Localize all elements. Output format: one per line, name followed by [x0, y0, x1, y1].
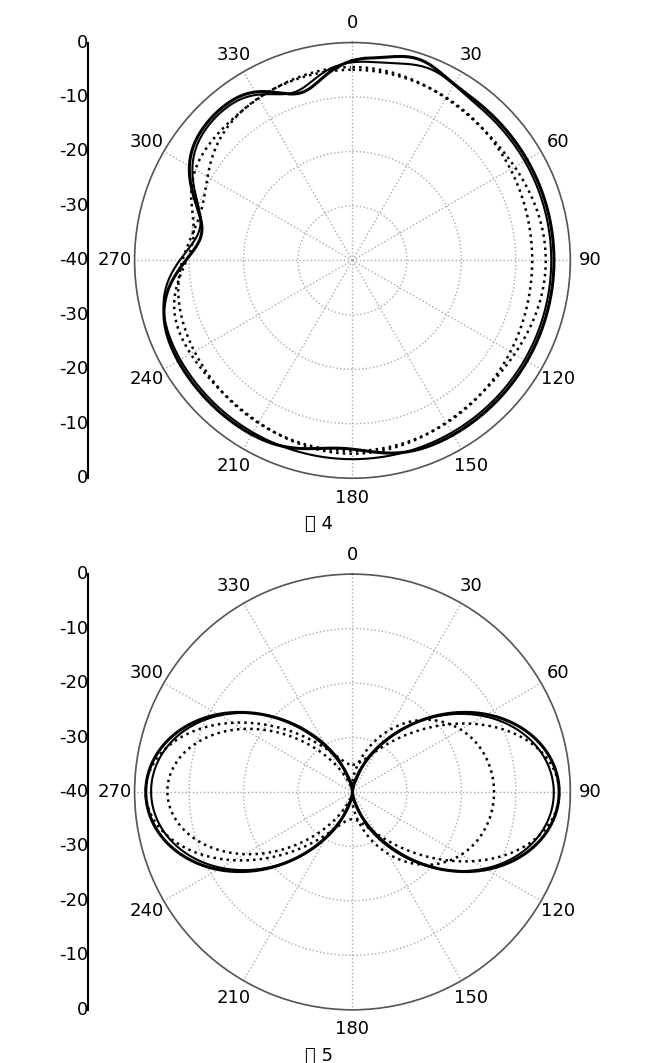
Text: 0: 0 [76, 1001, 88, 1018]
Text: -30: -30 [59, 838, 88, 856]
Text: 0: 0 [76, 34, 88, 51]
Text: -20: -20 [59, 674, 88, 692]
Text: -10: -10 [59, 88, 88, 106]
Text: -20: -20 [59, 892, 88, 910]
Text: -20: -20 [59, 142, 88, 161]
Text: -30: -30 [59, 197, 88, 215]
Text: 0: 0 [76, 469, 88, 487]
Text: 0: 0 [76, 566, 88, 584]
Text: -30: -30 [59, 306, 88, 324]
Text: 图 5: 图 5 [305, 1047, 333, 1063]
Text: -10: -10 [59, 415, 88, 433]
Text: -40: -40 [59, 783, 88, 802]
Text: -30: -30 [59, 728, 88, 746]
Text: -10: -10 [59, 620, 88, 638]
Text: -10: -10 [59, 946, 88, 964]
Text: -20: -20 [59, 360, 88, 378]
Text: -40: -40 [59, 251, 88, 269]
Text: 图 4: 图 4 [305, 516, 333, 534]
